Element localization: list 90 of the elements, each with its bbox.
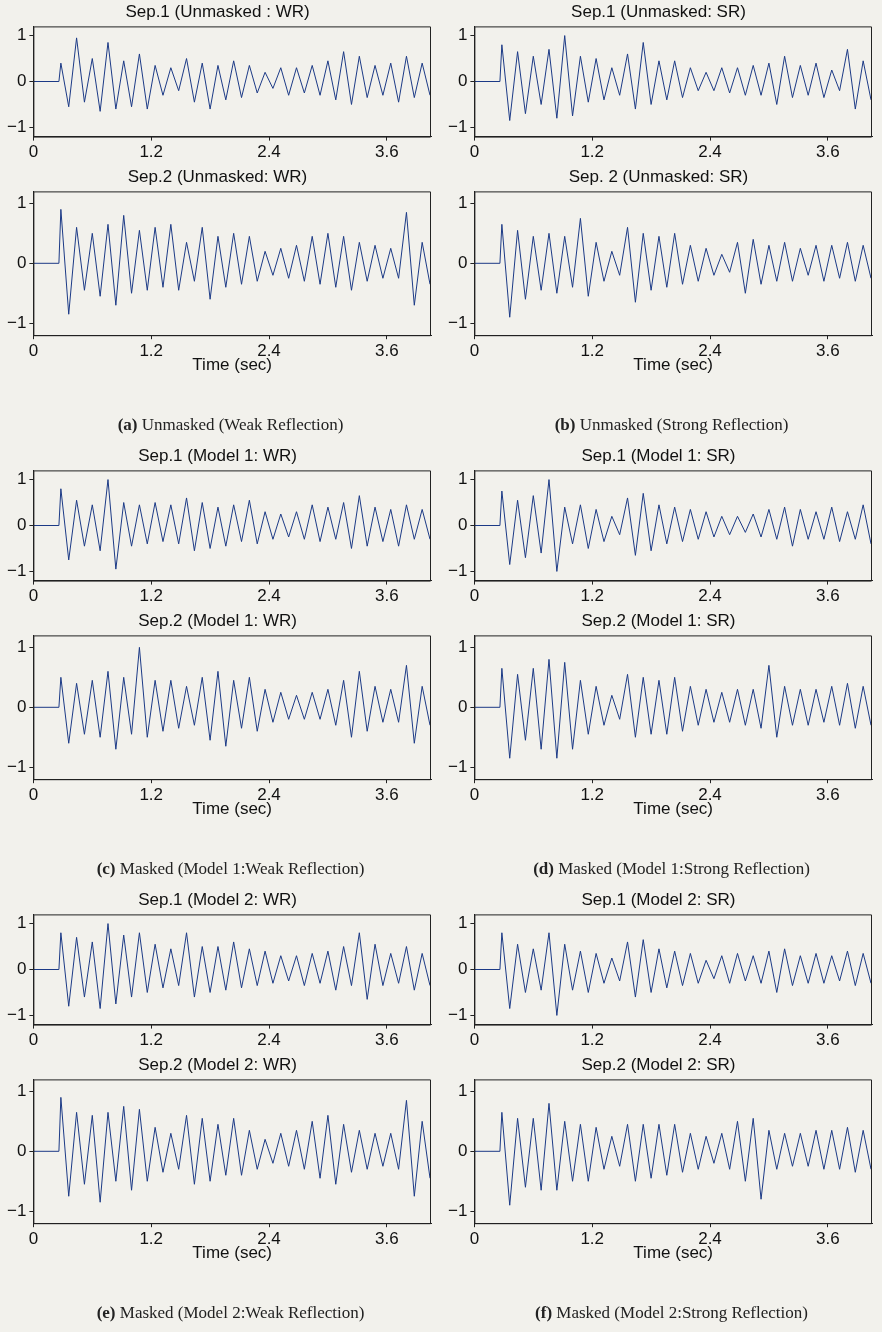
x-axis-title: Time (sec): [192, 355, 273, 375]
text: (c) Masked (Model 1:Weak Reflection): [96, 859, 365, 878]
x-axis-title: Time (sec): [633, 1243, 714, 1263]
y-tick-label: 0: [16, 1140, 27, 1160]
x-tick-label: 1.2: [580, 1030, 605, 1050]
chart-title: Sep.2 (Model 1: WR): [138, 610, 297, 630]
y-tick-label: 0: [457, 1140, 468, 1160]
x-tick-label: 2.4: [257, 1030, 281, 1050]
y-tick-label: 1: [16, 1081, 27, 1101]
y-tick-label: −1: [6, 1005, 27, 1025]
y-tick-label: 0: [16, 696, 27, 716]
x-tick-label: 2.4: [698, 586, 722, 606]
x-tick-label: 1.2: [139, 785, 164, 805]
y-tick-label: −1: [447, 561, 468, 581]
x-tick-label: 1.2: [580, 341, 605, 361]
text: (e) Masked (Model 2:Weak Reflection): [96, 1303, 365, 1322]
y-tick-label: 0: [457, 959, 468, 979]
x-tick-label: 3.6: [816, 586, 840, 606]
x-tick-label: 3.6: [375, 785, 399, 805]
chart-title: Sep.2 (Model 1: SR): [581, 610, 736, 630]
y-tick-label: 1: [457, 193, 468, 213]
x-axis-title: Time (sec): [633, 355, 714, 375]
x-tick-label: 3.6: [816, 785, 840, 805]
x-tick-label: 1.2: [139, 586, 164, 606]
x-tick-label: 3.6: [375, 142, 399, 162]
chart-title: Sep. 2 (Unmasked: SR): [568, 166, 749, 186]
y-tick-label: −1: [447, 312, 468, 332]
y-tick-label: 1: [16, 469, 27, 489]
x-tick-label: 1.2: [580, 142, 605, 162]
text: (d) Masked (Model 1:Strong Reflection): [533, 859, 810, 878]
chart-title: Sep.1 (Unmasked: SR): [571, 1, 746, 21]
x-tick-label: 3.6: [375, 1030, 399, 1050]
y-tick-label: 0: [457, 71, 468, 91]
x-tick-label: 3.6: [375, 586, 399, 606]
chart-title: Sep.1 (Model 2: SR): [581, 889, 736, 909]
x-tick-label: 3.6: [816, 142, 840, 162]
y-tick-label: −1: [6, 561, 27, 581]
x-tick-label: 1.2: [580, 1229, 605, 1249]
y-tick-label: −1: [6, 756, 27, 776]
y-tick-label: 1: [457, 1081, 468, 1101]
y-tick-label: 1: [16, 193, 27, 213]
x-tick-label: 3.6: [375, 1229, 399, 1249]
x-tick-label: 1.2: [139, 142, 164, 162]
chart-title: Sep.2 (Model 2: WR): [138, 1054, 297, 1074]
y-tick-label: 1: [457, 25, 468, 45]
chart-title: Sep.1 (Unmasked : WR): [125, 1, 310, 21]
x-tick-label: 3.6: [816, 341, 840, 361]
text: (a) Unmasked (Weak Reflection): [117, 415, 344, 434]
y-tick-label: −1: [447, 756, 468, 776]
x-tick-label: 1.2: [139, 1229, 164, 1249]
text: (f) Masked (Model 2:Strong Reflection): [535, 1303, 808, 1322]
x-tick-label: 2.4: [257, 142, 281, 162]
y-tick-label: −1: [6, 312, 27, 332]
y-tick-label: 0: [16, 959, 27, 979]
x-axis-title: Time (sec): [192, 799, 273, 819]
y-tick-label: 0: [16, 515, 27, 535]
y-tick-label: 0: [16, 71, 27, 91]
chart-title: Sep.2 (Unmasked: WR): [127, 166, 308, 186]
x-tick-label: 3.6: [375, 341, 399, 361]
chart-title: Sep.1 (Model 1: SR): [581, 445, 736, 465]
y-tick-label: −1: [447, 1005, 468, 1025]
y-tick-label: 1: [16, 25, 27, 45]
x-tick-label: 3.6: [816, 1030, 840, 1050]
x-tick-label: 2.4: [698, 1030, 722, 1050]
chart-title: Sep.1 (Model 2: WR): [138, 889, 297, 909]
y-tick-label: 0: [457, 252, 468, 272]
text: (b) Unmasked (Strong Reflection): [554, 415, 789, 434]
y-tick-label: 0: [457, 515, 468, 535]
y-tick-label: −1: [6, 117, 27, 137]
x-axis-title: Time (sec): [192, 1243, 273, 1263]
x-tick-label: 1.2: [580, 586, 605, 606]
y-tick-label: 1: [16, 637, 27, 657]
x-tick-label: 1.2: [139, 1030, 164, 1050]
y-tick-label: 0: [16, 252, 27, 272]
y-tick-label: −1: [447, 1200, 468, 1220]
y-tick-label: −1: [6, 1200, 27, 1220]
x-tick-label: 2.4: [257, 586, 281, 606]
y-tick-label: 1: [457, 637, 468, 657]
chart-title: Sep.2 (Model 2: SR): [581, 1054, 736, 1074]
x-tick-label: 1.2: [580, 785, 605, 805]
x-tick-label: 3.6: [816, 1229, 840, 1249]
y-tick-label: 1: [457, 469, 468, 489]
y-tick-label: 0: [457, 696, 468, 716]
y-tick-label: 1: [16, 913, 27, 933]
chart-title: Sep.1 (Model 1: WR): [138, 445, 297, 465]
x-tick-label: 1.2: [139, 341, 164, 361]
x-tick-label: 2.4: [698, 142, 722, 162]
x-axis-title: Time (sec): [633, 799, 714, 819]
y-tick-label: −1: [447, 117, 468, 137]
y-tick-label: 1: [457, 913, 468, 933]
